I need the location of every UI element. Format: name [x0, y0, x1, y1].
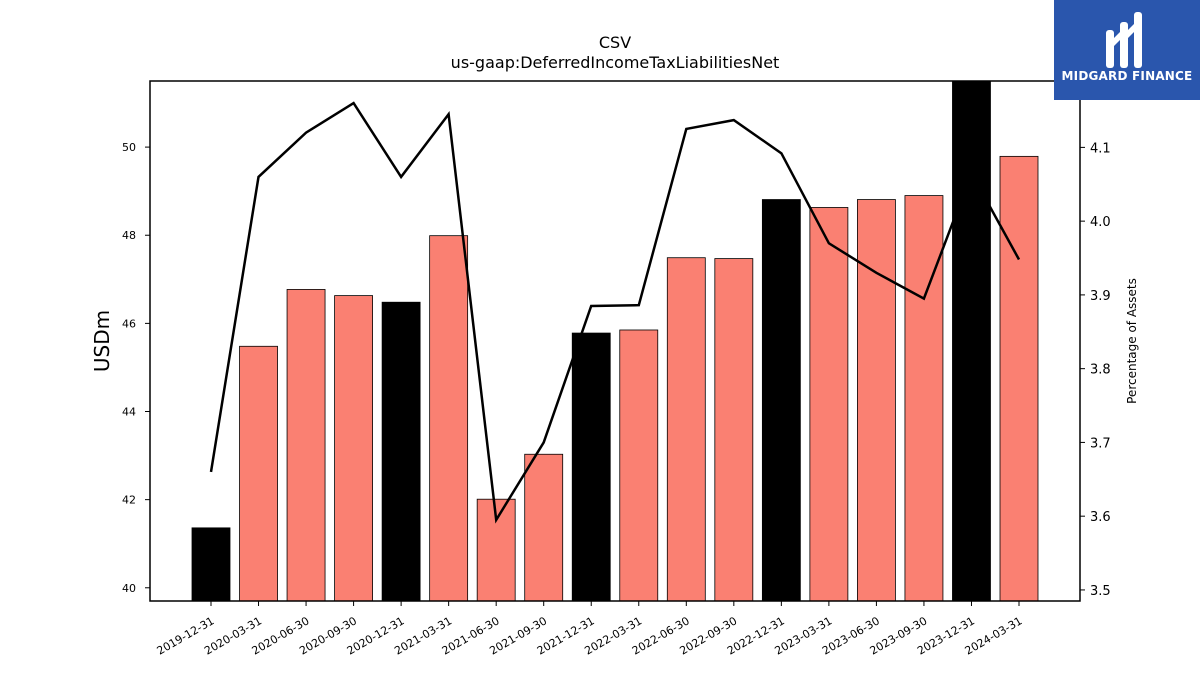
brand-name: MIDGARD FINANCE: [1061, 69, 1193, 83]
bar-2021-12-31: [571, 332, 611, 602]
chart-subtitle: us-gaap:DeferredIncomeTaxLiabilitiesNet: [451, 53, 780, 72]
bar-2021-03-31: [429, 235, 469, 602]
y-tick-label: 42: [122, 494, 136, 507]
y-tick-label: 40: [122, 582, 136, 595]
y2-tick-label: 3.7: [1090, 436, 1111, 451]
bars-layer: [191, 81, 1039, 602]
bar-2020-09-30: [334, 295, 373, 602]
bar-2020-12-31: [381, 301, 421, 602]
bar-2024-03-31: [999, 155, 1039, 602]
y-tick-label: 44: [122, 406, 136, 419]
y-tick-label: 46: [122, 317, 136, 330]
bar-2023-09-30: [904, 195, 944, 602]
y-tick-label: 48: [122, 229, 136, 242]
bar-2020-06-30: [286, 289, 326, 602]
bar-2022-06-30: [666, 257, 706, 602]
y2-tick-label: 3.9: [1090, 289, 1111, 304]
bar-2019-12-31: [191, 527, 231, 602]
bar-2022-09-30: [714, 258, 754, 602]
y2-tick-label: 4.1: [1090, 141, 1111, 156]
y-axis-label: USDm: [90, 310, 114, 372]
bar-2022-03-31: [619, 329, 659, 602]
brand-logo: MIDGARD FINANCE: [1054, 0, 1200, 100]
midgard-logo-icon: [1106, 12, 1142, 68]
line-layer: [209, 101, 1021, 524]
y2-tick-label: 4.0: [1090, 215, 1111, 230]
y2-tick-label: 3.5: [1090, 584, 1111, 599]
y2-tick-label: 3.6: [1090, 510, 1111, 525]
bar-2020-03-31: [239, 345, 278, 602]
percentage-of-assets-line: [209, 101, 1021, 524]
bar-2022-12-31: [761, 199, 801, 602]
bar-2021-09-30: [524, 453, 564, 602]
bar-2023-12-31: [952, 81, 991, 602]
plot-frame: [149, 80, 1081, 602]
y2-axis-label: Percentage of Assets: [1125, 278, 1139, 404]
bar-2023-03-31: [809, 207, 849, 602]
chart-title: CSV: [599, 33, 631, 52]
y2-tick-label: 3.8: [1090, 363, 1111, 378]
y-tick-label: 50: [122, 141, 136, 154]
bar-2023-06-30: [857, 199, 896, 602]
